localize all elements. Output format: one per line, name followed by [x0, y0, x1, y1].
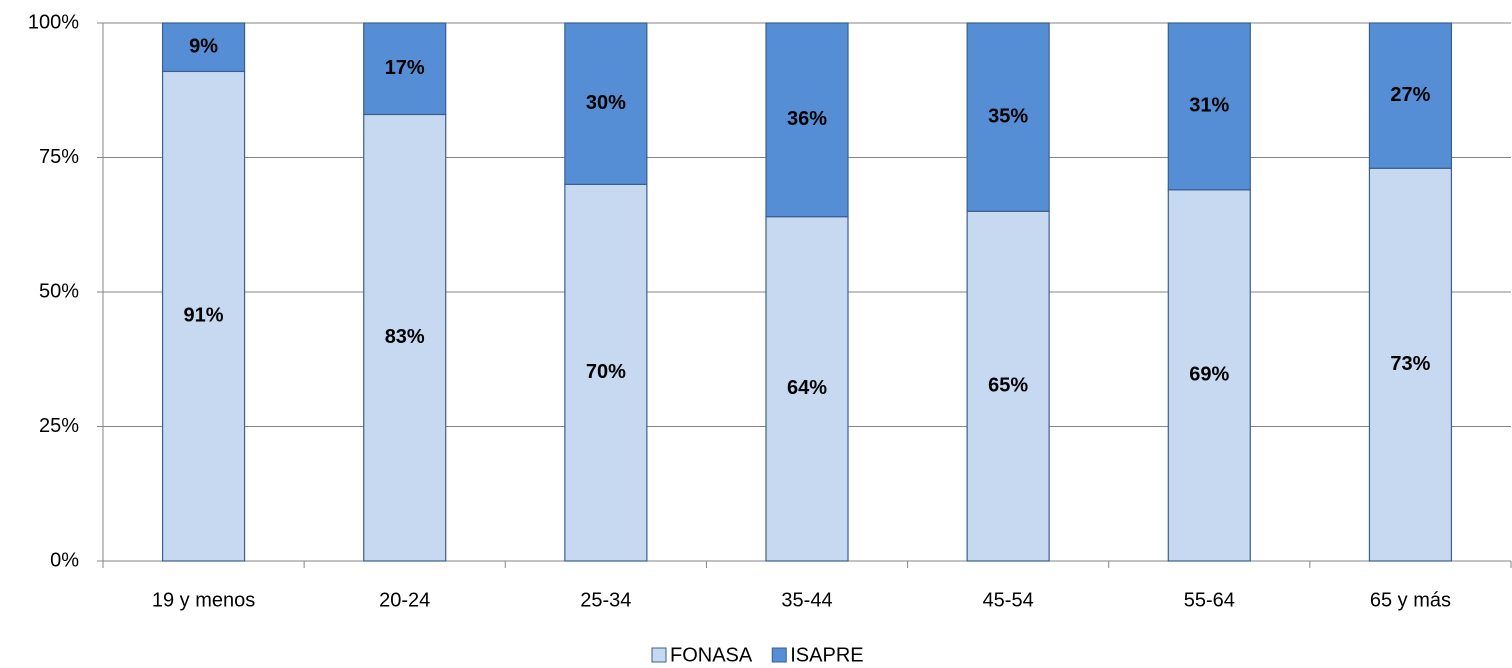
y-tick-label: 0%	[50, 549, 79, 571]
data-label: 70%	[586, 361, 626, 383]
bar-segment	[966, 22, 1050, 212]
data-label: 17%	[385, 57, 425, 79]
x-tick-label: 25-34	[580, 589, 631, 611]
x-tick-label: 55-64	[1184, 589, 1235, 611]
bar-segment	[363, 113, 447, 562]
bar-segment	[765, 22, 849, 218]
bar-segment	[161, 70, 246, 562]
data-label: 30%	[586, 92, 626, 114]
x-tick-label: 45-54	[983, 589, 1034, 611]
x-tick-label: 20-24	[379, 589, 430, 611]
data-label: 27%	[1390, 84, 1430, 106]
y-tick-label: 50%	[39, 280, 79, 302]
data-label: 69%	[1189, 364, 1229, 386]
bar-segment	[1368, 167, 1453, 562]
data-label: 9%	[189, 35, 218, 57]
data-label: 36%	[787, 108, 827, 130]
bar-segment	[765, 216, 849, 562]
data-label: 91%	[184, 304, 224, 326]
bar-segment	[564, 183, 648, 562]
data-label: 35%	[988, 105, 1028, 127]
x-tick-label: 35-44	[781, 589, 832, 611]
y-tick-label: 75%	[39, 146, 79, 168]
legend-label: ISAPRE	[790, 644, 863, 666]
data-label: 73%	[1390, 353, 1430, 375]
data-label: 65%	[988, 374, 1028, 396]
bar-segment	[161, 22, 246, 73]
data-label: 31%	[1189, 95, 1229, 117]
data-label: 64%	[787, 377, 827, 399]
bar-segment	[363, 22, 447, 116]
bar-segment	[966, 210, 1050, 562]
x-tick-label: 65 y más	[1370, 589, 1451, 611]
legend-label: FONASA	[670, 644, 753, 666]
bar-segment	[1167, 189, 1251, 562]
x-tick-label: 19 y menos	[152, 589, 255, 611]
bar-segment	[1167, 22, 1251, 191]
bar-segment	[1368, 22, 1453, 169]
data-label: 83%	[385, 326, 425, 348]
y-tick-label: 25%	[39, 415, 79, 437]
bar-segment	[564, 22, 648, 185]
legend-swatch	[651, 647, 667, 663]
legend-swatch	[771, 647, 787, 663]
y-tick-label: 100%	[28, 11, 79, 33]
